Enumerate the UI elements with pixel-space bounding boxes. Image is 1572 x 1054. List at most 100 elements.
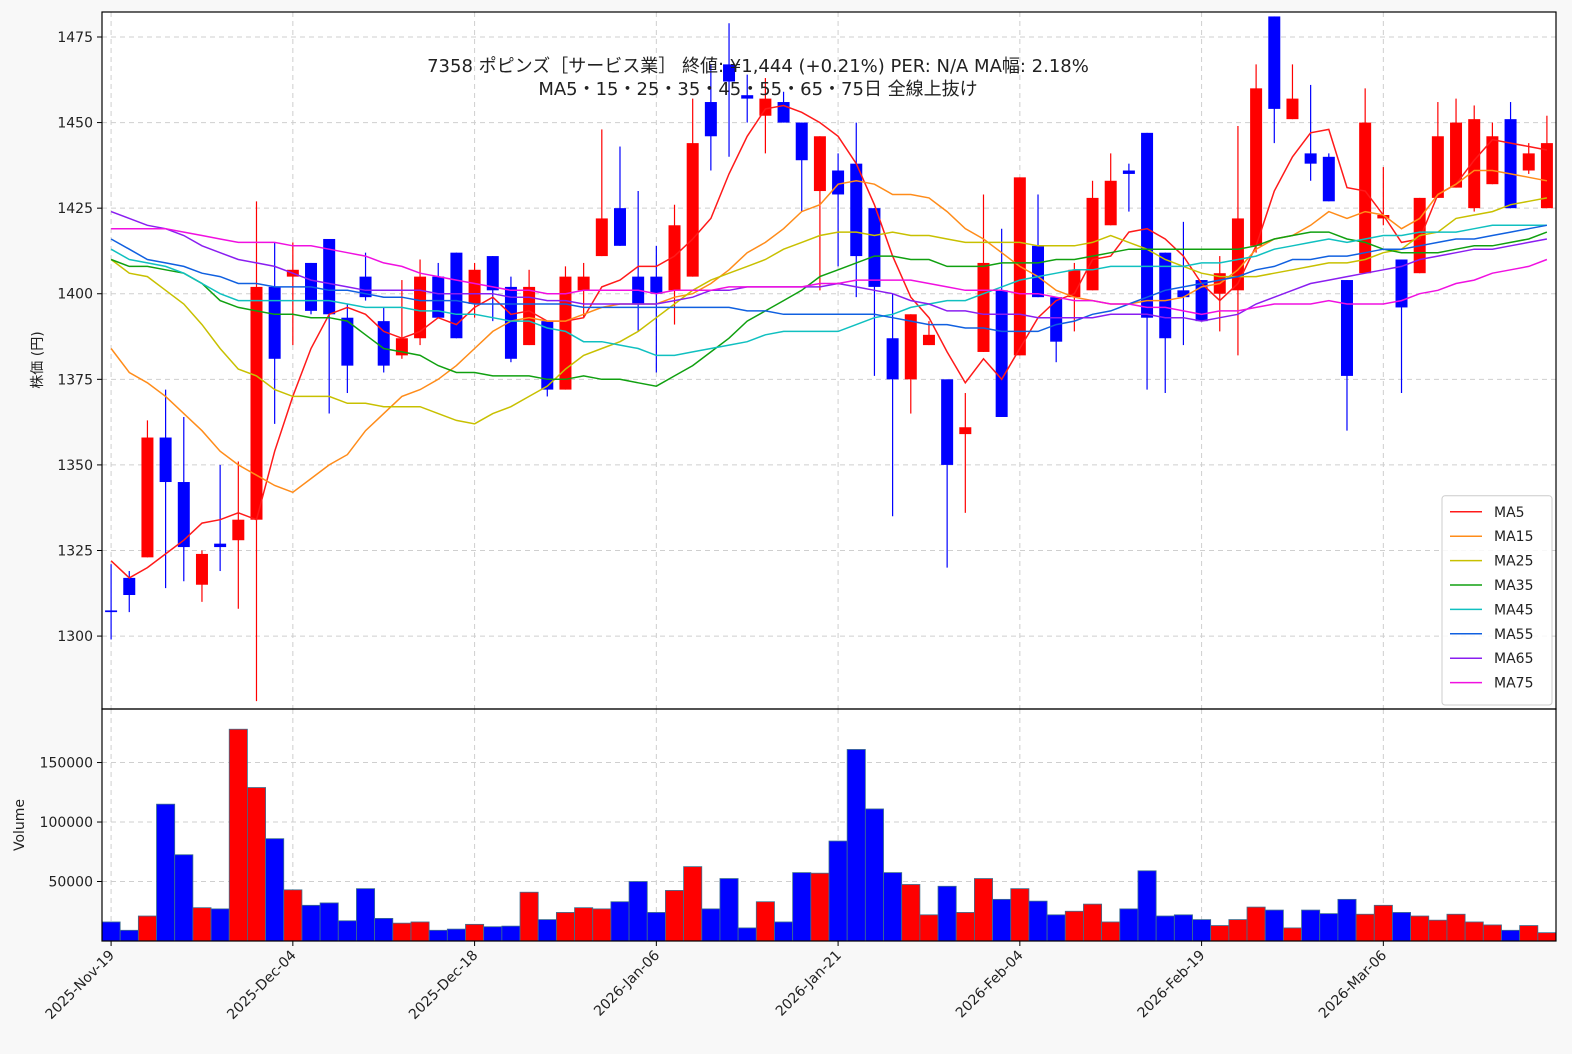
ma-line: [110, 197, 1548, 425]
volume-bar: [1373, 904, 1393, 942]
candle-body: [995, 290, 1008, 417]
volume-bar: [774, 921, 794, 942]
volume-bar: [1246, 906, 1266, 942]
volume-bar: [374, 917, 394, 942]
candle-body: [686, 143, 699, 277]
candle-body: [1122, 170, 1135, 174]
y-tick-label: 1450: [57, 116, 93, 132]
candle-body: [159, 437, 172, 483]
volume-bar: [228, 728, 248, 942]
price-panel: [102, 12, 1556, 709]
volume-bar: [937, 885, 957, 942]
volume-bar: [265, 838, 285, 942]
y-tick-label: 1375: [57, 372, 93, 388]
volume-bar: [955, 912, 975, 942]
candle-body: [268, 286, 281, 359]
candle-body: [141, 437, 154, 558]
ma-line: [110, 104, 1548, 579]
candle-body: [977, 262, 990, 352]
y-tick-label: 1300: [57, 629, 93, 645]
volume-bar: [137, 915, 157, 942]
volume-bar: [1537, 932, 1557, 942]
candle-body: [886, 338, 899, 380]
ma-line: [110, 224, 1548, 333]
candle-body: [650, 276, 663, 294]
candle-body: [759, 98, 772, 116]
volume-bar: [1337, 898, 1357, 942]
candle-body: [1468, 119, 1481, 209]
volume-frame: [101, 708, 1557, 942]
y-tick-label: 150000: [40, 756, 93, 772]
volume-bar: [101, 921, 121, 942]
candle-body: [922, 334, 935, 346]
volume-bar: [701, 908, 721, 942]
volume-bar: [465, 923, 485, 942]
volume-bar: [1264, 909, 1284, 942]
volume-bar: [555, 912, 575, 942]
volume-bar: [974, 878, 993, 942]
volume-bar: [919, 914, 939, 942]
volume-bar: [410, 921, 430, 942]
y-axis-label: 株価 (円): [30, 331, 46, 388]
volume-bar: [1282, 927, 1302, 942]
candle-body: [1431, 136, 1444, 198]
candle-body: [1032, 245, 1045, 298]
candle-body: [432, 276, 445, 318]
candle-body: [1068, 269, 1081, 298]
ma-line: [110, 231, 1548, 387]
candle-body: [559, 276, 572, 390]
x-tick-label: 2026-Feb-19: [1135, 948, 1209, 1022]
volume-bar: [574, 907, 594, 942]
candle-body: [1104, 180, 1117, 226]
chart-subtitle: MA5・15・25・35・45・55・65・75日 全線上抜け: [538, 79, 977, 100]
candle-body: [214, 543, 227, 548]
volume-bar: [319, 902, 339, 942]
volume-bar: [1083, 903, 1103, 942]
x-tick-label: 2026-Jan-21: [773, 948, 845, 1020]
volume-bar: [992, 898, 1012, 942]
candle-body: [1050, 297, 1063, 342]
x-tick-label: 2025-Dec-18: [406, 948, 481, 1023]
candle-body: [1250, 88, 1263, 246]
candle-body: [741, 95, 754, 99]
volume-bar: [1355, 913, 1375, 942]
volume-bar: [628, 881, 648, 942]
candle-body: [377, 321, 390, 366]
volume-bar: [1519, 925, 1539, 942]
candle-body: [523, 286, 536, 346]
volume-bar: [337, 920, 357, 942]
candle-body: [795, 122, 808, 161]
volume-bar: [174, 854, 194, 942]
candle-body: [1268, 16, 1281, 109]
candle-body: [850, 163, 863, 257]
candle-body: [359, 276, 372, 298]
volume-bar: [610, 901, 630, 942]
candle-body: [323, 238, 336, 315]
candle-body: [541, 321, 554, 390]
volume-bar: [665, 890, 684, 942]
legend-label: MA25: [1494, 554, 1533, 570]
candle-body: [959, 427, 972, 435]
candle-body: [1141, 132, 1154, 318]
candle-body: [1540, 143, 1553, 209]
volume-bar: [719, 878, 739, 942]
candle-body: [668, 225, 681, 291]
volume-bar: [1428, 919, 1448, 942]
volume-bar: [428, 929, 448, 942]
y-tick-label: 1475: [57, 30, 93, 46]
y-tick-label: 1325: [57, 543, 93, 559]
candle-body: [1086, 197, 1099, 291]
candle-body: [177, 482, 190, 548]
volume-bar: [1101, 921, 1121, 942]
ma-line: [111, 227, 1548, 316]
candle-body: [1450, 122, 1463, 188]
y-axis-label: Volume: [12, 799, 28, 851]
candle-body: [1304, 153, 1317, 164]
y-tick-label: 100000: [40, 815, 93, 831]
volume-bar: [755, 901, 775, 942]
chart-title: 7358 ポピンズ［サービス業］ 終値: ¥1,444 (+0.21%) PER…: [427, 56, 1089, 77]
volume-bar: [1137, 870, 1157, 942]
legend-label: MA55: [1494, 627, 1533, 643]
